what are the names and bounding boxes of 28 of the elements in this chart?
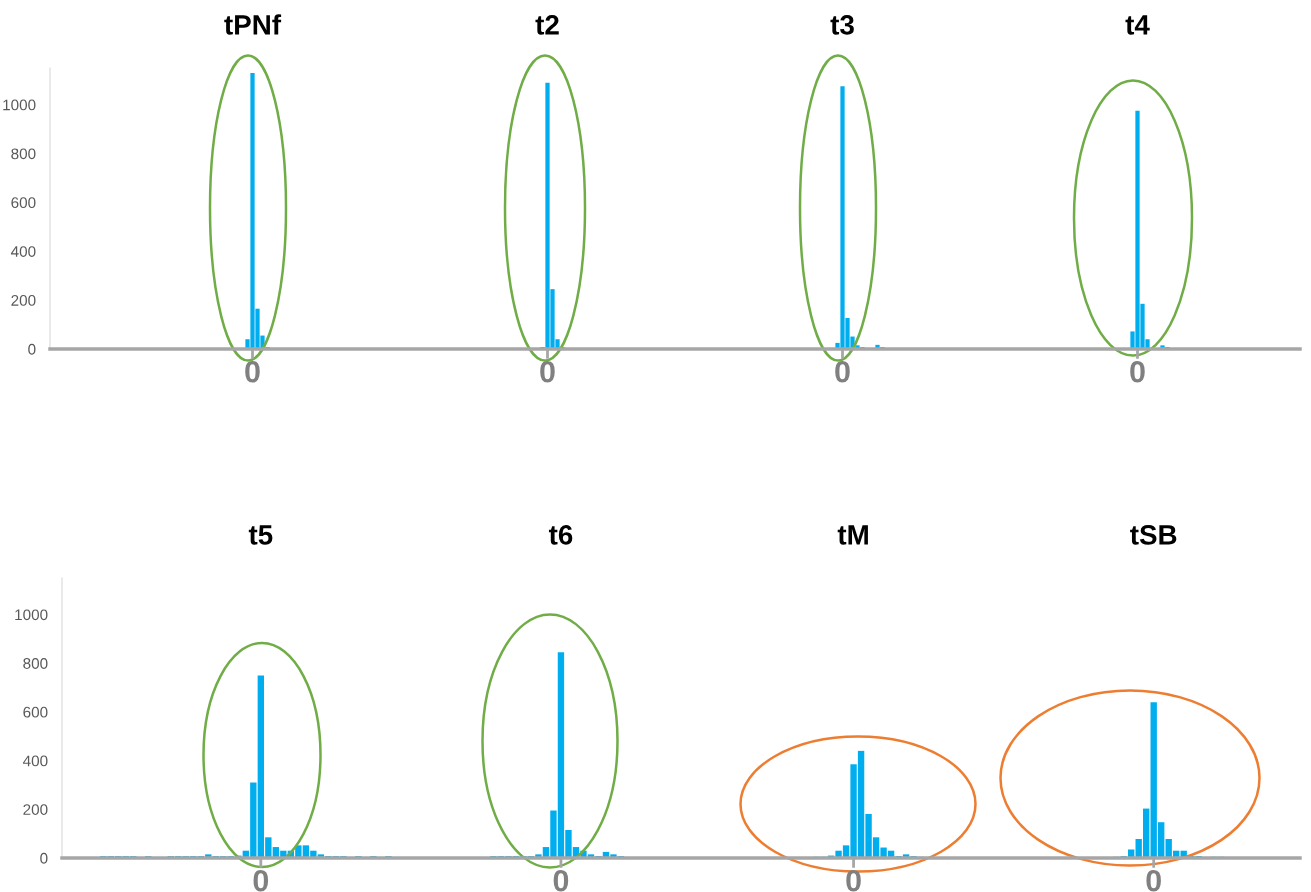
x-tick-label: 0 (253, 869, 269, 892)
text: t3 (830, 15, 854, 35)
text: tPNf (224, 14, 282, 35)
y-tick-label: 400 (22, 755, 48, 767)
y-tick-label: 600 (11, 197, 36, 209)
text: t6 (548, 525, 573, 545)
text: tM (837, 525, 868, 545)
x-tick-label: 0 (846, 869, 861, 892)
x-tick-label: 0 (1130, 360, 1145, 383)
x-tick-label: 0 (540, 360, 555, 383)
text: t4 (1125, 15, 1150, 35)
y-tick-label: 1000 (15, 609, 48, 621)
y-tick-label: 1000 (3, 99, 36, 111)
y-tick-label: 800 (23, 658, 48, 669)
y-tick-label: 400 (10, 246, 36, 257)
y-tick-label: 800 (11, 148, 36, 160)
y-tick-label: 200 (23, 804, 48, 815)
text: tSB (1130, 525, 1177, 545)
y-tick-label: 0 (28, 343, 36, 355)
y-tick-label: 600 (23, 706, 48, 718)
text: t2 (535, 15, 559, 35)
x-tick-label: 0 (245, 360, 260, 383)
x-tick-label: 0 (1146, 869, 1161, 892)
x-tick-label: 0 (553, 869, 569, 892)
y-tick-label: 0 (40, 852, 48, 864)
text: t5 (248, 525, 273, 545)
y-tick-label: 200 (11, 295, 36, 306)
x-tick-label: 0 (835, 360, 850, 383)
